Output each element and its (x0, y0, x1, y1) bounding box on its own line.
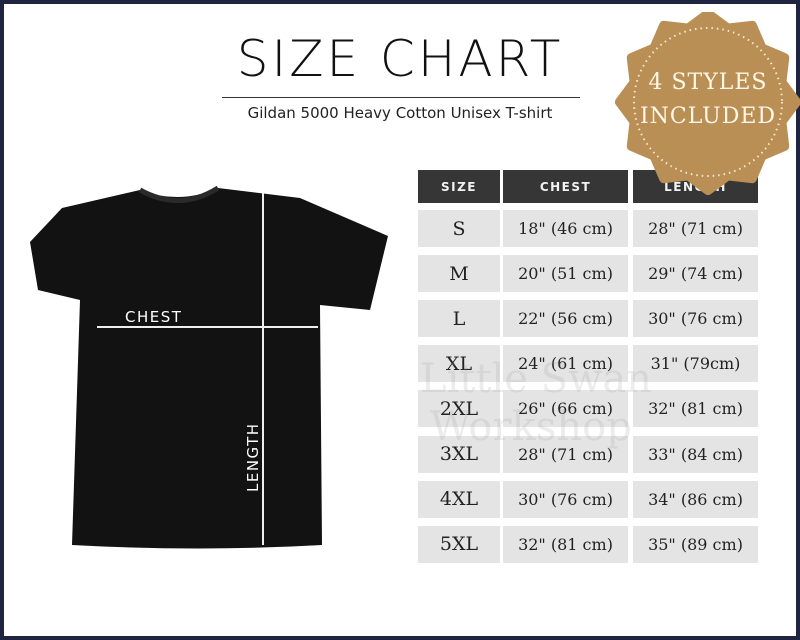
size-cell: M (418, 255, 500, 293)
length-cell: 32" (81 cm) (633, 390, 758, 428)
tshirt-diagram: CHEST LENGTH (30, 185, 388, 549)
size-cell: S (418, 210, 500, 247)
chest-label: CHEST (125, 308, 182, 326)
chest-cell: 20" (51 cm) (503, 255, 628, 293)
size-cell: L (418, 300, 500, 338)
header-size: SIZE (418, 170, 500, 203)
badge-seal-shape (615, 12, 800, 195)
styles-badge (615, 12, 800, 195)
chest-cell: 24" (61 cm) (503, 345, 628, 383)
chest-cell: 22" (56 cm) (503, 300, 628, 338)
size-cell: 3XL (418, 435, 500, 473)
header-chest: CHEST (503, 170, 628, 203)
title-divider (222, 97, 580, 98)
length-cell: 35" (89 cm) (633, 525, 758, 563)
length-cell: 28" (71 cm) (633, 210, 758, 247)
collar (138, 185, 220, 203)
length-cell: 33" (84 cm) (633, 435, 758, 473)
chest-cell: 28" (71 cm) (503, 435, 628, 473)
length-cell: 30" (76 cm) (633, 300, 758, 338)
size-cell: XL (418, 345, 500, 383)
badge-dotted-border (633, 27, 783, 177)
badge-line-1: 4 STYLES (648, 70, 768, 95)
page-title: SIZE CHART (236, 30, 564, 88)
chest-cell: 26" (66 cm) (503, 390, 628, 428)
chest-cell: 18" (46 cm) (503, 210, 628, 247)
size-cell: 5XL (418, 525, 500, 563)
size-cell: 2XL (418, 390, 500, 428)
page-subtitle: Gildan 5000 Heavy Cotton Unisex T-shirt (247, 104, 553, 122)
length-cell: 31" (79cm) (633, 345, 758, 383)
chest-cell: 30" (76 cm) (503, 480, 628, 518)
length-cell: 34" (86 cm) (633, 480, 758, 518)
tshirt-shape (30, 188, 388, 549)
size-cell: 4XL (418, 480, 500, 518)
length-label: LENGTH (244, 422, 262, 492)
chest-cell: 32" (81 cm) (503, 525, 628, 563)
length-cell: 29" (74 cm) (633, 255, 758, 293)
badge-line-2: INCLUDED (639, 104, 777, 129)
